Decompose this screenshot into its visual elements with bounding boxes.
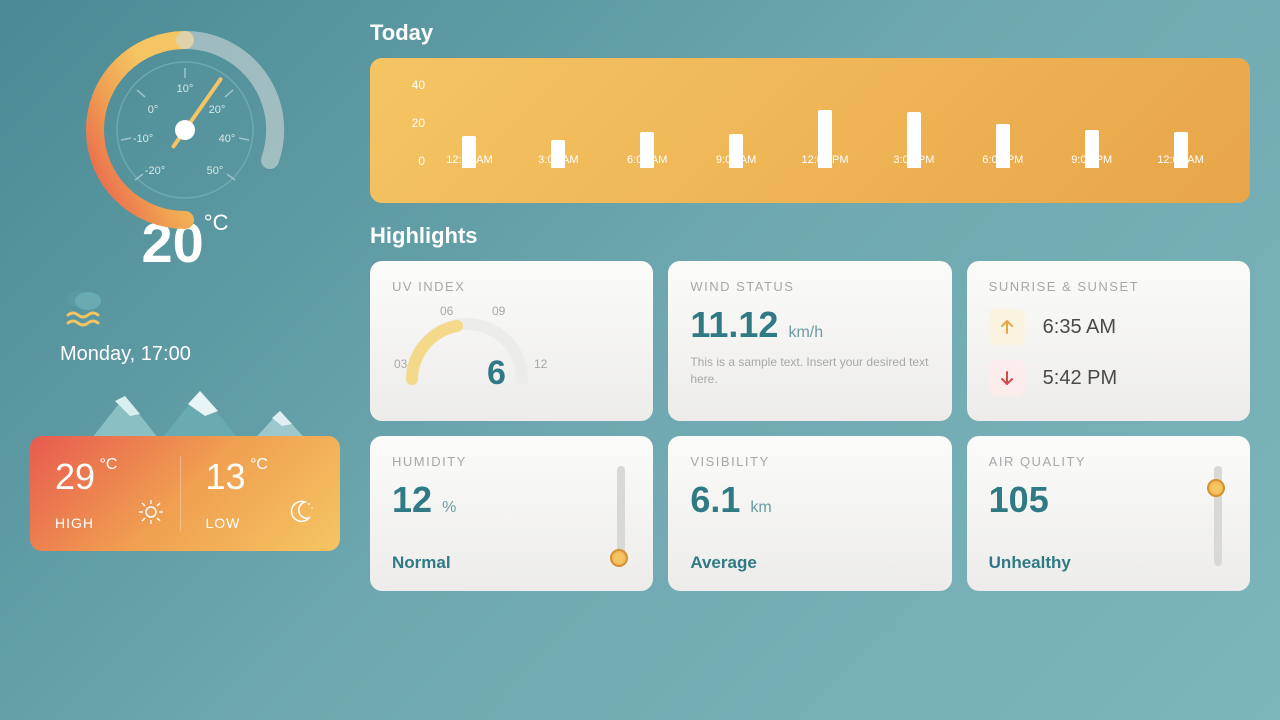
card-title: VISIBILITY [690, 454, 929, 469]
sunrise-row: 6:35 AM [989, 309, 1228, 345]
slider-thumb[interactable] [610, 549, 628, 567]
uv-index-card: UV INDEX 03 06 09 12 6 [370, 261, 653, 421]
date-time: Monday, 17:00 [60, 343, 340, 366]
highlights-title: Highlights [370, 223, 1250, 249]
y-tick: 20 [395, 116, 425, 130]
y-axis: 40 20 0 [395, 73, 425, 193]
high-low-card: 29 °C HIGH 13 °C LOW [30, 436, 340, 551]
visibility-value: 6.1 km [690, 479, 929, 521]
air-status: Unhealthy [989, 553, 1071, 573]
humidity-status: Normal [392, 553, 451, 573]
visibility-card: VISIBILITY 6.1 km Average [668, 436, 951, 591]
y-tick: 40 [395, 78, 425, 92]
svg-text:-10°: -10° [133, 133, 153, 145]
arrow-up-icon [989, 309, 1025, 345]
bars-area: 12:00 AM 3:00 AM 6:00 AM 9:00 AM 12:00 PM 3:0… [425, 73, 1225, 193]
x-axis-label: 9:00 AM [716, 154, 756, 166]
right-panel: Today 40 20 0 12:00 AM 3:00 AM 6:00 AM 9:00… [370, 20, 1250, 700]
x-axis-label: 6:00 AM [627, 154, 667, 166]
sunrise-sunset-card: SUNRISE & SUNSET 6:35 AM 5:42 PM [967, 261, 1250, 421]
x-axis-label: 6:00 PM [982, 154, 1023, 166]
high-temp: 29 [55, 456, 95, 497]
visibility-number: 6.1 [690, 479, 740, 520]
wind-value: 11.12 km/h [690, 304, 929, 346]
sun-icon [137, 498, 165, 531]
x-axis-label: 12:00 AM [446, 154, 492, 166]
air-number: 105 [989, 479, 1049, 520]
humidity-slider[interactable] [617, 466, 625, 566]
uv-scale-label: 12 [534, 357, 547, 371]
uv-scale-label: 09 [492, 304, 505, 318]
slider-thumb[interactable] [1207, 479, 1225, 497]
wind-unit: km/h [788, 324, 823, 341]
svg-text:50°: 50° [207, 165, 224, 177]
bar-column: 12:00 PM [781, 110, 870, 168]
svg-text:-20°: -20° [145, 165, 165, 177]
wind-number: 11.12 [690, 304, 778, 345]
air-quality-card: AIR QUALITY 105 Unhealthy [967, 436, 1250, 591]
low-column: 13 °C LOW [181, 456, 316, 531]
svg-text:40°: 40° [219, 133, 236, 145]
svg-text:10°: 10° [177, 83, 194, 95]
bar-column: 3:00 PM [869, 112, 958, 168]
sunset-time: 5:42 PM [1043, 367, 1117, 390]
x-axis-label: 12:00 AM [1157, 154, 1203, 166]
bar-column: 9:00 PM [1047, 130, 1136, 168]
bar-column: 12:00 AM [1136, 132, 1225, 168]
high-unit: °C [100, 456, 118, 473]
bar-column: 6:00 PM [958, 124, 1047, 168]
uv-value: 6 [487, 354, 506, 393]
moon-icon [287, 498, 315, 531]
humidity-card: HUMIDITY 12 % Normal [370, 436, 653, 591]
uv-scale-label: 06 [440, 304, 453, 318]
temperature-gauge: 10° 0° -10° -20° 50° 40° 20° [75, 20, 295, 240]
low-temp: 13 [206, 456, 246, 497]
mountain-card: 29 °C HIGH 13 °C LOW [30, 386, 340, 551]
card-title: HUMIDITY [392, 454, 631, 469]
humidity-value: 12 % [392, 479, 631, 521]
low-label: LOW [206, 515, 241, 531]
y-tick: 0 [395, 154, 425, 168]
card-title: UV INDEX [392, 279, 631, 294]
low-unit: °C [250, 456, 268, 473]
high-column: 29 °C HIGH [55, 456, 181, 531]
card-title: SUNRISE & SUNSET [989, 279, 1228, 294]
uv-scale-label: 03 [394, 357, 407, 371]
svg-text:0°: 0° [148, 104, 159, 116]
bar-column: 12:00 AM [425, 136, 514, 168]
arrow-down-icon [989, 360, 1025, 396]
bar-column: 9:00 AM [692, 134, 781, 168]
cloud-icon [60, 285, 110, 335]
wind-desc: This is a sample text. Insert your desir… [690, 354, 929, 388]
x-axis-label: 9:00 PM [1071, 154, 1112, 166]
svg-text:20°: 20° [209, 104, 226, 116]
today-title: Today [370, 20, 1250, 46]
visibility-status: Average [690, 553, 756, 573]
x-axis-label: 12:00 PM [801, 154, 848, 166]
air-slider[interactable] [1214, 466, 1222, 566]
today-chart: 40 20 0 12:00 AM3:00 AM6:00 AM9:00 AM12:… [370, 58, 1250, 203]
high-label: HIGH [55, 515, 94, 531]
humidity-number: 12 [392, 479, 432, 520]
bar-column: 3:00 AM [514, 140, 603, 168]
visibility-unit: km [750, 499, 771, 516]
sunset-row: 5:42 PM [989, 360, 1228, 396]
uv-gauge: 03 06 09 12 6 [392, 299, 631, 379]
card-title: AIR QUALITY [989, 454, 1228, 469]
x-axis-label: 3:00 AM [538, 154, 578, 166]
wind-status-card: WIND STATUS 11.12 km/h This is a sample … [668, 261, 951, 421]
air-value: 105 [989, 479, 1228, 521]
card-title: WIND STATUS [690, 279, 929, 294]
left-panel: 10° 0° -10° -20° 50° 40° 20° 20°C [30, 20, 340, 700]
x-axis-label: 3:00 PM [893, 154, 934, 166]
weather-meta: Monday, 17:00 [30, 285, 340, 366]
humidity-unit: % [442, 499, 456, 516]
bar-column: 6:00 AM [603, 132, 692, 168]
sunrise-time: 6:35 AM [1043, 316, 1116, 339]
